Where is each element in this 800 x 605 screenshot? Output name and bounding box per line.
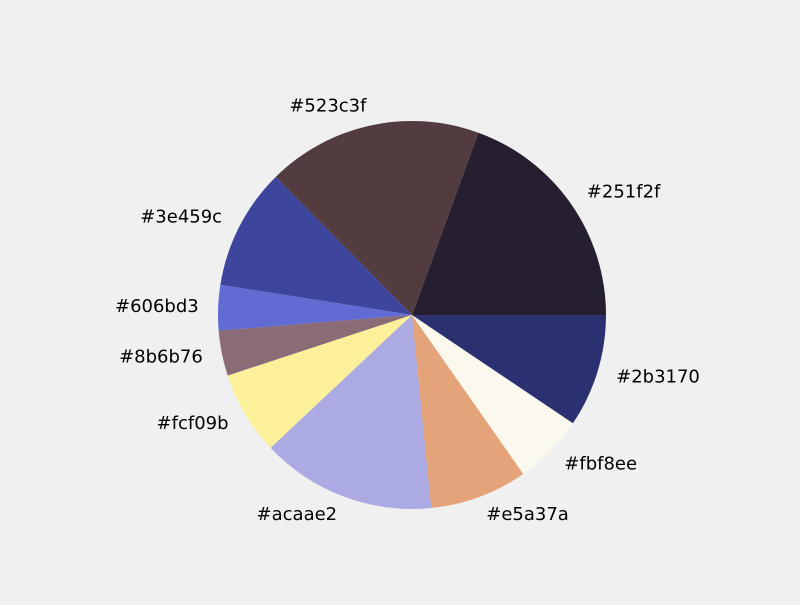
slice-label-5: #fcf09b — [157, 413, 229, 434]
pie-slice-8 — [412, 315, 573, 474]
slices-layer — [218, 121, 606, 509]
slice-label-2: #3e459c — [140, 207, 222, 228]
slice-label-8: #fbf8ee — [564, 453, 637, 474]
pie-slice-6 — [270, 315, 432, 509]
slice-label-3: #606bd3 — [115, 296, 199, 317]
slice-label-4: #8b6b76 — [119, 346, 203, 367]
labels-layer: #251f2f #523c3f #3e459c #606bd3 #8b6b76 #fcf0… — [115, 96, 700, 526]
pie-slice-5 — [227, 315, 412, 448]
pie-slice-4 — [218, 315, 412, 376]
slice-label-1: #523c3f — [289, 96, 367, 117]
slice-label-7: #e5a37a — [486, 504, 569, 525]
slice-label-0: #251f2f — [587, 182, 661, 203]
slice-label-6: #acaae2 — [257, 504, 338, 525]
pie-slice-9 — [412, 315, 606, 424]
pie-slice-2 — [220, 176, 412, 315]
pie-slice-0 — [412, 132, 606, 315]
pie-slice-3 — [218, 284, 412, 331]
pie-slice-7 — [412, 315, 524, 509]
slice-label-9: #2b3170 — [616, 366, 700, 387]
pie-slice-1 — [275, 121, 479, 315]
